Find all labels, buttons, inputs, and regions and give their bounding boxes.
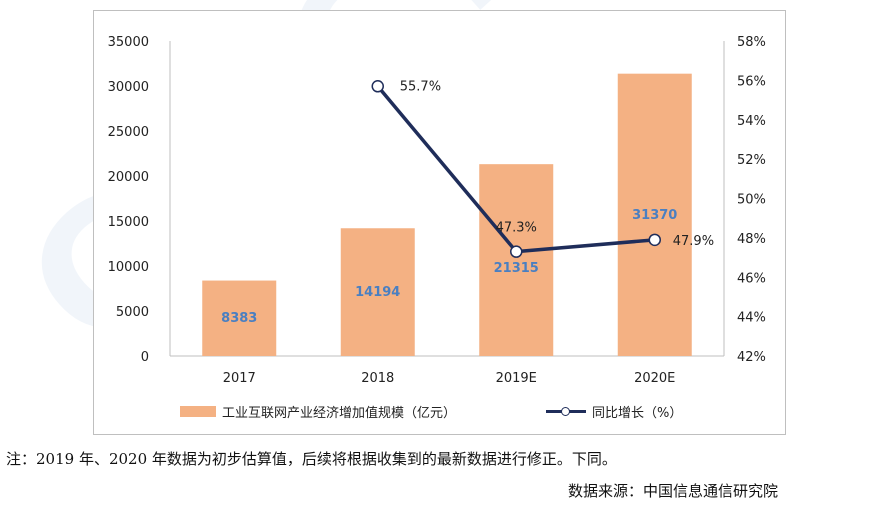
bar-value-label: 21315 (494, 261, 539, 276)
legend-item-bar: 工业互联网产业经济增加值规模（亿元） (180, 400, 456, 422)
bar (340, 228, 415, 356)
line-point (648, 233, 661, 247)
line-value-label: 47.3% (496, 221, 537, 236)
x-tick-label: 2018 (361, 371, 394, 386)
y-left-tick-label: 30000 (108, 80, 149, 95)
y-right-tick-label: 48% (737, 232, 766, 247)
bar-value-label: 31370 (632, 208, 677, 223)
footnote: 注：2019 年、2020 年数据为初步估算值，后续将根据收集到的最新数据进行修… (6, 450, 617, 468)
bar (202, 280, 277, 356)
y-left-tick-label: 20000 (108, 170, 149, 185)
x-tick-label: 2019E (496, 371, 537, 386)
x-tick-label: 2017 (223, 371, 256, 386)
y-left-tick-label: 0 (141, 350, 149, 365)
y-right-tick-label: 58% (737, 35, 766, 50)
line-point (510, 245, 523, 258)
y-left-tick-label: 15000 (108, 215, 149, 230)
y-left-tick-label: 10000 (108, 260, 149, 275)
legend-line-label: 同比增长（%） (592, 405, 683, 421)
x-tick-label: 2020E (634, 371, 675, 386)
bar-value-label: 8383 (221, 311, 257, 326)
legend-bar-label: 工业互联网产业经济增加值规模（亿元） (222, 405, 457, 421)
y-right-tick-label: 54% (737, 114, 766, 129)
data-source: 数据来源：中国信息通信研究院 (568, 482, 779, 500)
y-left-tick-label: 35000 (108, 35, 149, 50)
line-point (371, 80, 384, 93)
y-right-tick-label: 56% (737, 74, 766, 89)
line-value-label: 47.9% (673, 234, 714, 249)
y-left-tick-label: 5000 (116, 305, 149, 320)
legend-bar-swatch (180, 405, 216, 417)
y-right-tick-label: 46% (737, 271, 766, 286)
y-right-tick-label: 52% (737, 153, 766, 168)
bar (617, 73, 692, 357)
legend-line-swatch (546, 406, 586, 417)
y-left-tick-label: 25000 (108, 125, 149, 140)
bar (479, 164, 554, 356)
bar-value-label: 14194 (355, 285, 400, 300)
y-right-tick-label: 42% (737, 350, 766, 365)
legend-item-line: 同比增长（%） (546, 400, 682, 422)
y-right-tick-label: 50% (737, 193, 766, 208)
y-right-tick-label: 44% (737, 311, 766, 326)
line-value-label: 55.7% (400, 79, 441, 94)
